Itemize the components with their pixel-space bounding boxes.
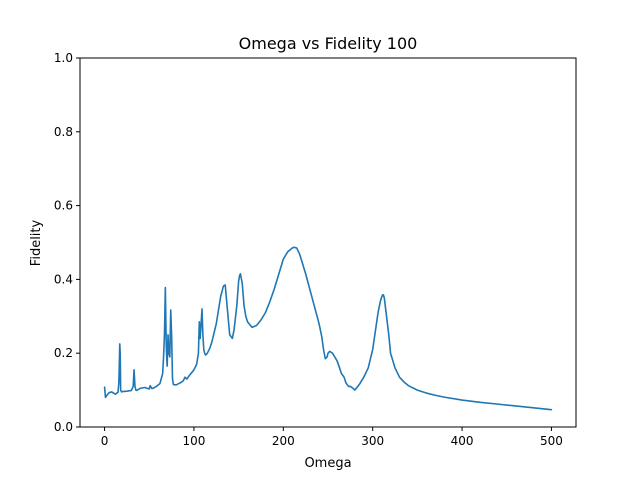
y-tick-label: 1.0 xyxy=(54,51,73,65)
x-tick-label: 400 xyxy=(451,434,474,448)
chart-title: Omega vs Fidelity 100 xyxy=(239,34,418,53)
x-axis-label: Omega xyxy=(304,456,351,471)
series-line xyxy=(103,246,553,411)
plot-area xyxy=(103,246,553,411)
x-tick-label: 100 xyxy=(182,434,205,448)
y-tick-label: 0.6 xyxy=(54,199,73,213)
x-tick-label: 200 xyxy=(272,434,295,448)
x-tick-label: 500 xyxy=(540,434,563,448)
y-tick-label: 0.4 xyxy=(54,272,73,286)
y-tick-label: 0.8 xyxy=(54,125,73,139)
x-axis: 0 100 200 300 400 500 xyxy=(101,427,563,448)
y-axis-label: Fidelity xyxy=(29,219,44,266)
y-tick-label: 0.0 xyxy=(54,420,73,434)
x-tick-label: 0 xyxy=(101,434,109,448)
y-tick-label: 0.2 xyxy=(54,346,73,360)
x-tick-label: 300 xyxy=(361,434,384,448)
plot-frame xyxy=(79,57,577,428)
y-axis: 0.0 0.2 0.4 0.6 0.8 1.0 xyxy=(54,51,80,434)
